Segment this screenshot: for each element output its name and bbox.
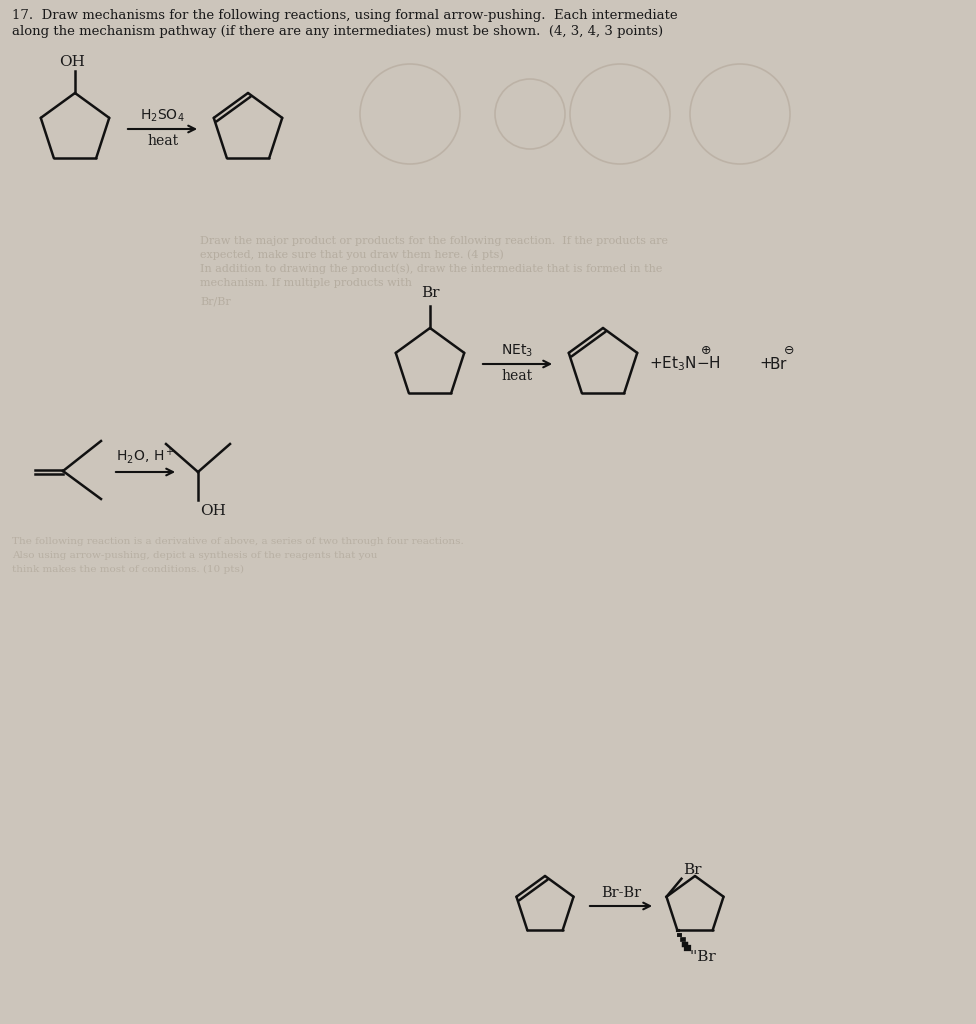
Text: OH: OH [200,504,225,518]
Text: $\mathrm{Br}$: $\mathrm{Br}$ [769,356,788,372]
Text: mechanism. If multiple products with: mechanism. If multiple products with [200,278,412,288]
Text: In addition to drawing the product(s), draw the intermediate that is formed in t: In addition to drawing the product(s), d… [200,263,663,274]
Text: OH: OH [60,55,85,69]
Text: heat: heat [147,134,178,148]
Text: Br: Br [683,863,702,877]
Text: $\mathrm{H_2O,\,H^+}$: $\mathrm{H_2O,\,H^+}$ [116,446,175,466]
Text: $+ \mathrm{Et_3N{-}H}$: $+ \mathrm{Et_3N{-}H}$ [649,354,721,374]
Text: along the mechanism pathway (if there are any intermediates) must be shown.  (4,: along the mechanism pathway (if there ar… [12,25,663,38]
Text: Br/Br: Br/Br [200,296,230,306]
Text: Br: Br [421,286,439,300]
Text: $\ominus$: $\ominus$ [784,343,794,356]
Text: $\oplus$: $\oplus$ [701,343,712,356]
Text: $+$: $+$ [759,356,772,372]
Text: $\mathrm{H_2SO_4}$: $\mathrm{H_2SO_4}$ [141,108,184,124]
Text: ''Br: ''Br [689,950,716,965]
Text: Also using arrow-pushing, depict a synthesis of the reagents that you: Also using arrow-pushing, depict a synth… [12,551,378,560]
Text: The following reaction is a derivative of above, a series of two through four re: The following reaction is a derivative o… [12,537,464,546]
Text: $\mathrm{NEt_3}$: $\mathrm{NEt_3}$ [502,343,534,359]
Text: Draw the major product or products for the following reaction.  If the products : Draw the major product or products for t… [200,236,668,246]
Text: expected, make sure that you draw them here. (4 pts): expected, make sure that you draw them h… [200,250,504,260]
Text: Br-Br: Br-Br [601,886,641,900]
Text: think makes the most of conditions. (10 pts): think makes the most of conditions. (10 … [12,565,244,574]
Text: heat: heat [502,369,533,383]
Text: 17.  Draw mechanisms for the following reactions, using formal arrow-pushing.  E: 17. Draw mechanisms for the following re… [12,9,677,22]
